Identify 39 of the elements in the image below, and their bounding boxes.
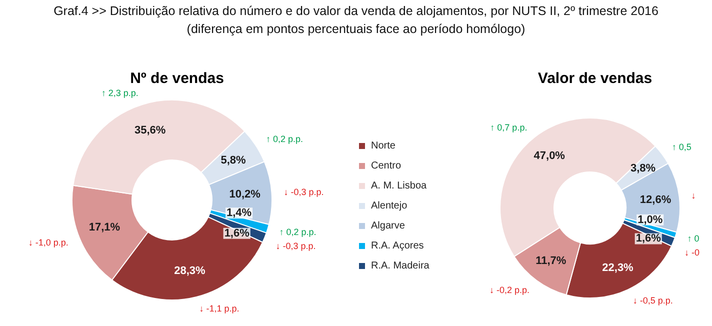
text: ↓ -0,3 p.p. [276,241,316,252]
text: ↓ -0,3 p.p. [284,186,324,197]
text: ↑ 0,2 p.p. [279,227,316,238]
data-label: 12,6% [640,194,672,206]
text: (diferença em pontos percentuais face ao período homólogo) [186,21,526,38]
legend-label: A. M. Lisboa [371,180,428,192]
text: ↓ -0,5 p.p. [632,296,673,306]
data-label: 1,0% [638,214,663,226]
legend-label: Algarve [371,220,406,232]
text: ↓ -0,2 p.p. [490,285,530,296]
data-label: 5,8% [220,154,246,166]
legend-label: Norte [371,140,396,152]
data-label: 3,8% [630,162,656,175]
text: ↑ 2,3 p.p. [101,88,138,98]
legend-label: R.A. Madeira [371,260,430,272]
text: Graf.4 >> Distribuição relativa do número e do valor da venda de alojamentos, por NUTS II, 2º trimestre 2016 [52,3,660,20]
data-label: 47,0% [534,150,566,162]
data-label: 1,6% [636,232,662,245]
data-label: 1,4% [226,207,252,220]
chart-title: Valor de vendas [538,70,652,87]
data-label: 11,7% [536,255,566,268]
data-label: 17,1% [88,222,120,234]
data-label: 10,2% [229,188,261,201]
chart-title: Nº de vendas [130,70,224,87]
text: ↑ 0,2 p.p. [266,134,304,144]
text: ↑ 0,7 p.p. [490,122,528,133]
data-label: 1,6% [224,227,250,240]
legend-label: R.A. Açores [371,240,424,252]
text: ↓ -0 [684,248,700,258]
text: ↓ -1,0 p.p. [28,238,68,248]
legend-label: Centro [371,160,402,172]
data-label: 28,3% [174,264,206,277]
text: ↑ 0 [687,234,700,244]
data-label: 35,6% [134,124,166,136]
text: ↑ 0,5 [672,142,692,152]
text: ↓ [691,190,696,200]
legend-label: Alentejo [371,200,408,212]
text: ↓ -1,1 p.p. [199,304,240,314]
data-label: 22,3% [602,262,634,274]
